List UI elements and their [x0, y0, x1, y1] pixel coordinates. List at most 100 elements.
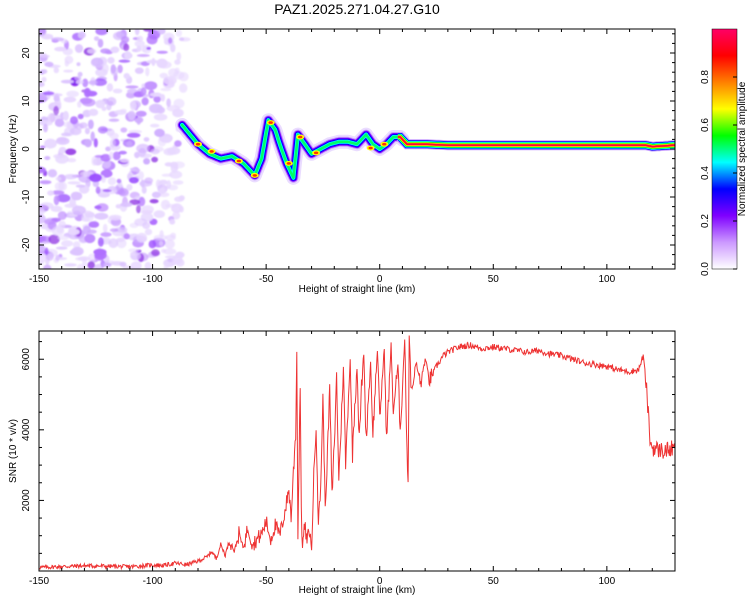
noise-blob: [124, 51, 132, 60]
noise-blob: [126, 184, 133, 191]
snr-y-ticks: 2000 4000 6000: [21, 341, 675, 572]
noise-blob: [166, 98, 171, 108]
noise-blob: [129, 177, 139, 184]
noise-blob: [39, 244, 45, 254]
noise-blob: [77, 113, 84, 120]
noise-blob: [51, 225, 65, 236]
noise-blob: [102, 223, 108, 233]
noise-blob: [146, 46, 151, 50]
noise-blob: [58, 146, 67, 154]
noise-blob: [144, 81, 158, 90]
noise-blob: [88, 221, 100, 228]
noise-blob: [60, 79, 74, 84]
noise-blob: [163, 136, 172, 143]
noise-blob: [157, 29, 166, 35]
noise-blob: [149, 92, 162, 97]
noise-blob: [42, 241, 47, 245]
noise-blob: [129, 199, 141, 206]
noise-blob: [75, 79, 84, 85]
x-tick-label: -100: [143, 576, 163, 587]
colorbar-label: Normalized spectral amplitude: [737, 81, 748, 216]
noise-blob: [151, 156, 159, 163]
noise-blob: [75, 184, 86, 188]
noise-blob: [143, 29, 154, 32]
noise-blob: [118, 59, 131, 63]
noise-blob: [39, 252, 47, 263]
colorbar: 0.0 0.2 0.4 0.6 0.8 Normalized spectral ampl…: [700, 28, 748, 276]
noise-blob: [47, 113, 55, 123]
noise-blob: [77, 101, 82, 108]
figure-title: PAZ1.2025.271.04.27.G10: [274, 1, 440, 17]
noise-blob: [138, 196, 146, 207]
noise-blob: [54, 118, 65, 127]
noise-blob: [151, 249, 160, 257]
noise-blob: [94, 36, 100, 41]
noise-blob: [163, 248, 177, 255]
x-tick-label: -150: [29, 576, 49, 587]
noise-blob: [77, 256, 91, 262]
noise-blob: [77, 71, 83, 77]
noise-blob: [127, 132, 141, 138]
noise-blob: [69, 198, 76, 208]
noise-blob: [53, 101, 62, 108]
x-tick-label: 0: [377, 576, 383, 587]
noise-blob: [84, 139, 92, 148]
noise-blob: [112, 151, 121, 161]
noise-blob: [123, 233, 130, 240]
noise-blob: [156, 50, 168, 54]
noise-blob: [136, 54, 150, 57]
colorbar-tick-label: 0.4: [700, 166, 711, 180]
noise-blob: [114, 109, 127, 115]
ridge-hotspot-core: [298, 135, 303, 139]
noise-blob: [81, 98, 96, 107]
noise-blob: [179, 206, 184, 213]
x-tick-label: -50: [259, 274, 274, 285]
noise-blob: [151, 191, 161, 198]
colorbar-tick-label: 0.8: [700, 70, 711, 84]
noise-blob: [109, 228, 119, 232]
noise-blob: [93, 78, 107, 86]
noise-blob: [94, 263, 103, 269]
ridge-hotspot-core: [286, 162, 292, 165]
noise-blob: [173, 161, 185, 169]
noise-blob: [114, 226, 128, 233]
noise-blob: [143, 137, 150, 142]
noise-blob: [169, 170, 183, 179]
noise-blob: [112, 88, 123, 94]
noise-blob: [134, 29, 140, 36]
noise-blob: [47, 190, 55, 196]
noise-blob: [136, 204, 141, 214]
noise-blob: [149, 199, 159, 204]
noise-blob: [128, 129, 142, 134]
noise-blob: [172, 211, 181, 220]
noise-blob: [44, 247, 49, 256]
noise-blob: [81, 216, 90, 222]
noise-blob: [44, 156, 51, 160]
noise-blob: [39, 202, 54, 210]
noise-blob: [41, 33, 54, 40]
noise-blob: [93, 138, 98, 148]
y-tick-label: -10: [21, 189, 32, 204]
noise-blob: [115, 204, 122, 209]
noise-blob: [176, 52, 182, 61]
ridge-hotspot-core: [313, 151, 319, 155]
noise-blob: [53, 195, 60, 206]
noise-blob: [88, 108, 99, 116]
noise-blob: [174, 59, 181, 65]
noise-blob: [164, 255, 179, 259]
noise-blob: [102, 63, 109, 74]
noise-blob: [63, 69, 74, 73]
x-tick-label: 50: [488, 274, 500, 285]
noise-blob: [69, 127, 82, 136]
noise-blob: [158, 241, 163, 247]
noise-blob: [153, 96, 161, 103]
noise-blob: [78, 31, 86, 39]
noise-blob: [71, 205, 86, 215]
noise-blob: [141, 97, 149, 106]
y-tick-label: -20: [21, 237, 32, 252]
noise-blob: [61, 240, 74, 247]
noise-blob: [48, 234, 60, 245]
noise-blob: [136, 117, 141, 125]
noise-blob: [94, 254, 105, 261]
